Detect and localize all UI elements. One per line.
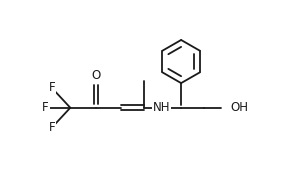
Text: OH: OH [231, 101, 249, 114]
Text: F: F [48, 81, 55, 94]
Text: O: O [91, 69, 101, 82]
Text: NH: NH [153, 101, 171, 114]
Text: F: F [48, 121, 55, 134]
Text: F: F [42, 101, 49, 114]
